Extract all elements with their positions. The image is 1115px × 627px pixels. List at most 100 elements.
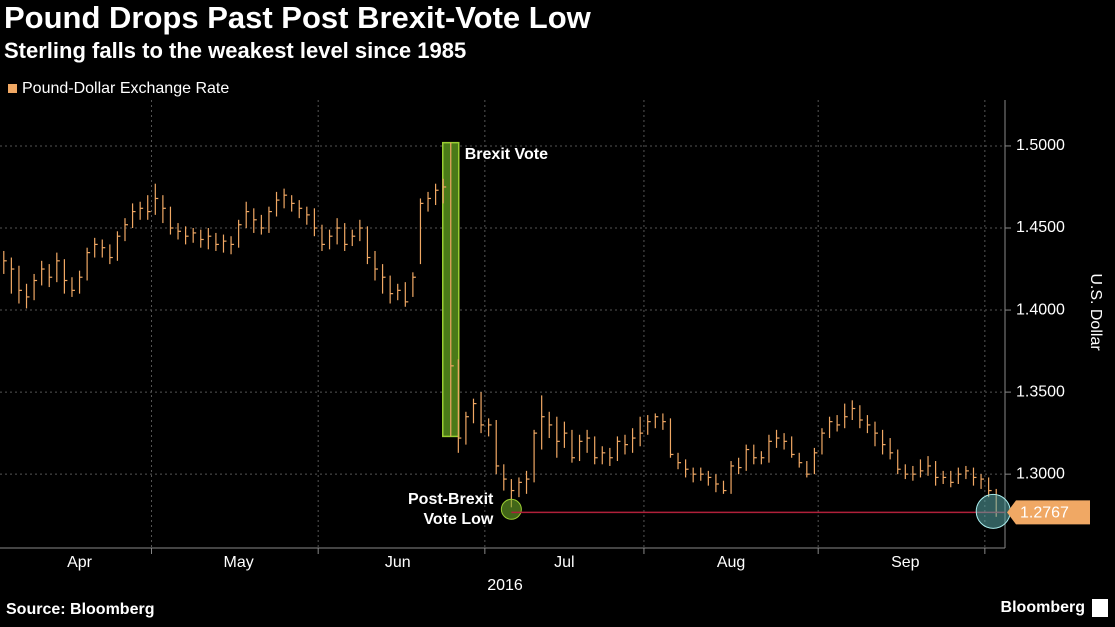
x-tick-label: Aug	[717, 554, 745, 571]
ohlc-bar	[419, 198, 424, 265]
source: Source: Bloomberg	[6, 601, 154, 618]
ohlc-bar	[753, 444, 757, 465]
x-tick-label: Sep	[891, 554, 920, 571]
chart-subtitle: Sterling falls to the weakest level sinc…	[4, 38, 466, 63]
ohlc-bar	[730, 461, 735, 494]
ohlc-bar	[836, 415, 841, 432]
ohlc-bar	[260, 214, 265, 235]
ohlc-bar	[942, 470, 947, 484]
ohlc-bar	[480, 392, 485, 434]
ohlc-bar	[465, 411, 469, 445]
ohlc-bar	[927, 456, 932, 476]
ohlc-bar	[472, 398, 477, 424]
ohlc-bar	[344, 223, 348, 251]
ohlc-bar	[94, 237, 98, 258]
ohlc-bar	[351, 229, 356, 247]
ohlc-bar	[919, 459, 924, 478]
ohlc-bar	[230, 236, 235, 255]
ohlc-bar	[525, 470, 530, 494]
ohlc-bar	[427, 191, 432, 212]
ohlc-bar	[791, 436, 795, 458]
ohlc-bar	[533, 429, 538, 483]
ohlc-bar	[609, 447, 613, 466]
last-marker	[975, 493, 1011, 529]
ohlc-bar	[912, 465, 916, 481]
ohlc-bar	[56, 252, 60, 283]
ohlc-bar	[972, 467, 977, 486]
ohlc-bar	[139, 201, 144, 220]
ohlc-bar	[578, 434, 583, 462]
ohlc-bar	[707, 470, 712, 486]
ohlc-bar	[692, 467, 697, 483]
ohlc-bar	[654, 413, 659, 429]
ohlc-bar	[63, 259, 68, 294]
x-tick-label: Apr	[67, 554, 93, 571]
ohlc-bar	[147, 195, 151, 220]
ohlc-bar	[154, 183, 159, 215]
ohlc-bar	[806, 461, 810, 478]
ohlc-bar	[215, 232, 219, 251]
low-marker	[500, 498, 522, 520]
brand: Bloomberg	[1001, 599, 1085, 616]
ohlc-bar	[556, 416, 560, 458]
ohlc-bar	[662, 413, 666, 430]
x-axis-label: 2016	[487, 577, 523, 594]
ohlc-bar	[488, 418, 492, 437]
ohlc-bar	[48, 264, 53, 288]
ohlc-bar	[101, 239, 106, 258]
ohlc-bar	[298, 200, 303, 219]
ohlc-bar	[397, 283, 401, 301]
ohlc-bar	[442, 178, 447, 204]
ohlc-bar	[821, 428, 825, 455]
ohlc-bar	[866, 415, 871, 434]
ohlc-bar	[10, 257, 15, 294]
y-tick-label: 1.3000	[1016, 465, 1065, 482]
ohlc-bar	[715, 474, 719, 493]
y-tick-label: 1.4500	[1016, 219, 1065, 236]
ohlc-bar	[775, 429, 780, 448]
chart-title: Pound Drops Past Post Brexit-Vote Low	[4, 0, 592, 35]
ohlc-bar	[192, 228, 197, 243]
ohlc-bar	[222, 234, 227, 253]
ohlc-bar	[185, 226, 189, 245]
ohlc-bar	[571, 429, 575, 463]
ohlc-bar	[874, 421, 878, 447]
ohlc-bar	[813, 447, 818, 475]
ohlc-bar	[647, 415, 651, 435]
ohlc-bar	[78, 270, 83, 294]
ohlc-bar	[291, 195, 295, 212]
ohlc-bar	[631, 428, 636, 453]
ohlc-bar	[745, 444, 750, 471]
ohlc-bar	[935, 461, 939, 486]
ohlc-bar	[328, 229, 333, 250]
ohlc-bar	[336, 218, 341, 245]
ohlc-bar	[889, 438, 894, 460]
ohlc-bar	[162, 195, 166, 224]
ohlc-bar	[124, 218, 128, 242]
ohlc-bar	[965, 465, 969, 480]
ohlc-bar	[435, 183, 439, 206]
ohlc-bar	[677, 452, 682, 470]
ohlc-bar	[601, 446, 606, 465]
ohlc-bar	[86, 247, 91, 281]
ohlc-bar	[897, 449, 901, 475]
annotation: Brexit Vote	[465, 146, 548, 163]
ohlc-bar	[798, 452, 803, 468]
ohlc-bar	[116, 231, 121, 261]
ohlc-bar	[253, 208, 257, 233]
ohlc-bar	[177, 223, 182, 240]
ohlc-bar	[957, 467, 962, 484]
value-callout	[1007, 500, 1090, 525]
ohlc-bar	[624, 434, 628, 455]
ohlc-bar	[450, 142, 454, 437]
last-value-label: 1.2767	[1020, 505, 1069, 522]
ohlc-bar	[518, 477, 522, 498]
ohlc-bar	[980, 474, 985, 489]
ohlc-bar	[169, 206, 174, 235]
ohlc-bar	[404, 282, 409, 307]
ohlc-bar	[366, 226, 371, 265]
ohlc-bar	[321, 224, 325, 251]
x-tick-label: Jul	[554, 554, 574, 571]
ohlc-bar	[268, 206, 272, 233]
